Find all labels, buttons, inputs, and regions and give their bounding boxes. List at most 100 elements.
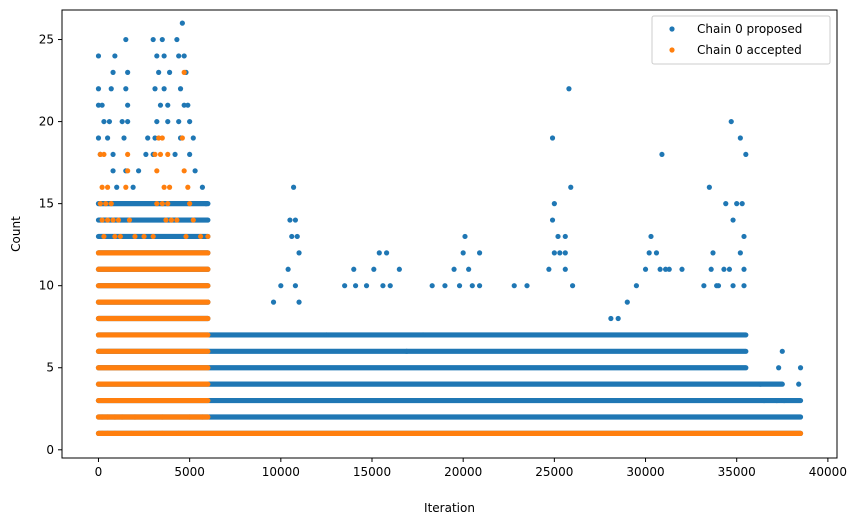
data-point [125, 151, 131, 158]
data-point [701, 283, 707, 289]
data-point [150, 233, 156, 240]
data-point [119, 118, 125, 125]
data-point [181, 53, 187, 59]
points-layer [95, 20, 804, 436]
data-point [141, 233, 147, 240]
data-point-band [95, 348, 211, 354]
data-point [99, 184, 105, 190]
data-point [163, 217, 169, 223]
data-point [555, 233, 561, 240]
data-point [159, 414, 165, 420]
data-point [108, 201, 114, 207]
data-point [150, 36, 156, 43]
data-point [197, 233, 204, 240]
data-point [192, 168, 198, 174]
data-point-band [95, 348, 749, 354]
data-point [476, 250, 483, 256]
data-point [126, 217, 133, 223]
data-point [112, 53, 118, 59]
data-point [549, 217, 556, 223]
data-point [187, 118, 193, 125]
data-point [292, 217, 299, 223]
x-axis-title: Iteration [424, 501, 475, 515]
data-point [112, 430, 118, 436]
data-point [176, 53, 182, 59]
data-point [679, 266, 685, 272]
data-point [342, 283, 348, 289]
data-point [174, 36, 180, 43]
data-point [154, 118, 160, 125]
data-point [172, 151, 178, 158]
data-point [460, 250, 466, 256]
data-point [154, 201, 160, 207]
data-point [95, 86, 102, 92]
data-point [106, 118, 113, 125]
data-point [104, 184, 111, 190]
data-point [387, 283, 393, 289]
data-point [123, 36, 129, 43]
data-point [203, 201, 209, 207]
data-point [117, 233, 123, 240]
data-point [469, 283, 475, 289]
data-point [110, 69, 116, 75]
data-point [648, 233, 654, 240]
data-point [128, 430, 134, 436]
data-point [380, 283, 386, 289]
data-point [125, 69, 131, 75]
data-point [99, 217, 105, 223]
x-axis: 0 5000 10000 15000 20000 25000 30000 35000 40000 [95, 458, 847, 479]
data-point [706, 184, 712, 190]
data-point [110, 151, 116, 158]
data-point-band [95, 315, 211, 322]
data-point [165, 201, 171, 207]
series-accepted [95, 69, 804, 436]
data-point [168, 217, 175, 223]
data-point [103, 201, 109, 207]
data-point [121, 135, 127, 141]
data-point [710, 250, 716, 256]
data-point [739, 201, 745, 207]
data-point [524, 283, 530, 289]
data-point [371, 266, 377, 272]
data-point [101, 151, 107, 158]
data-point [101, 233, 107, 240]
data-point [296, 299, 302, 305]
data-point-band [95, 365, 211, 371]
data-point-band [95, 332, 211, 338]
data-point [95, 102, 102, 108]
y-tick-label: 0 [46, 443, 54, 457]
data-point [289, 233, 295, 240]
y-axis-title: Count [9, 216, 23, 252]
data-point [715, 283, 722, 289]
data-point [99, 102, 105, 108]
data-point [190, 217, 196, 223]
y-axis: 0 5 10 15 20 25 [39, 33, 62, 457]
data-point [110, 168, 116, 174]
data-point [608, 315, 614, 322]
data-point [95, 53, 102, 59]
data-point [728, 118, 734, 125]
data-point [187, 414, 193, 420]
data-point [642, 266, 649, 272]
data-point [132, 414, 138, 420]
x-tick-label: 5000 [174, 465, 205, 479]
data-point [296, 250, 302, 256]
data-point [562, 233, 568, 240]
data-point [569, 283, 576, 289]
data-point [123, 184, 129, 190]
data-point [383, 250, 390, 256]
data-point [181, 102, 187, 108]
data-point [292, 283, 299, 289]
y-tick-label: 10 [39, 279, 54, 293]
data-point [287, 217, 293, 223]
data-point [165, 118, 171, 125]
data-point [476, 283, 483, 289]
data-point [119, 414, 125, 420]
x-tick-label: 35000 [718, 465, 756, 479]
data-point [187, 201, 193, 207]
data-point [352, 283, 359, 289]
data-point [97, 151, 103, 158]
data-point [104, 414, 111, 420]
